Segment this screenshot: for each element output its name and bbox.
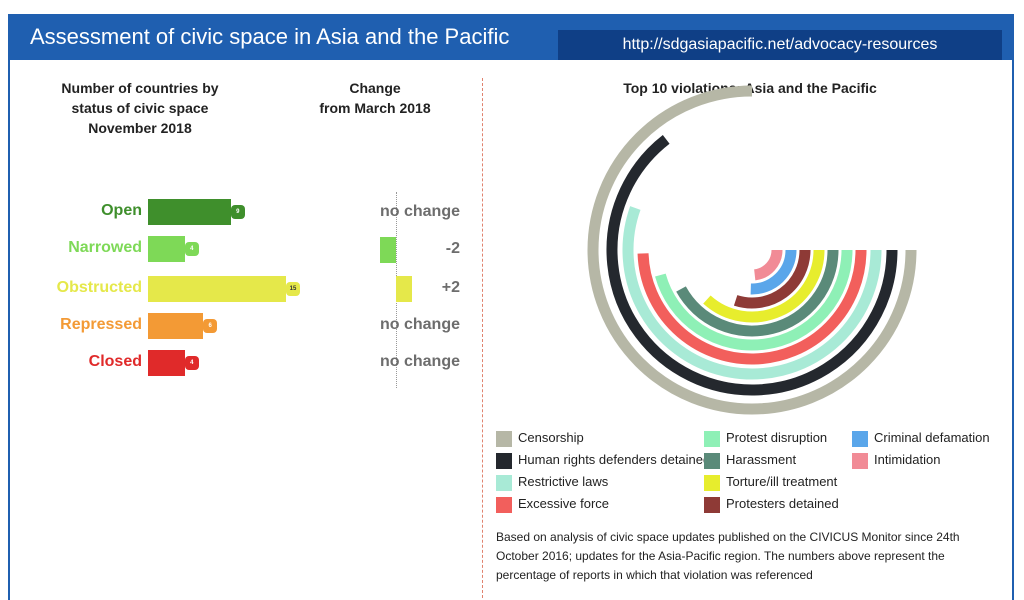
- legend-label: Harassment: [726, 452, 797, 467]
- source-note: Based on analysis of civic space updates…: [496, 530, 960, 582]
- status-category-label: Open: [101, 202, 142, 219]
- change-bar: [396, 276, 412, 302]
- change-label: no change: [379, 203, 460, 220]
- status-bar: [148, 350, 185, 376]
- status-category-label: Obstructed: [56, 279, 142, 296]
- legend-swatch: [496, 452, 512, 469]
- section-divider: [482, 78, 483, 598]
- legend-label: Human rights defenders detained: [518, 452, 711, 467]
- legend-label: Excessive force: [518, 496, 610, 511]
- status-bar: [148, 313, 204, 339]
- status-value-label: 15: [286, 282, 300, 296]
- heading-line: November 2018: [88, 120, 192, 136]
- change-label: -2: [445, 240, 460, 257]
- legend-item: Intimidation: [852, 452, 940, 469]
- header-bar: Assessment of civic space in Asia and th…: [10, 16, 1012, 60]
- infographic-frame: [8, 14, 1014, 600]
- heading-line: from March 2018: [319, 100, 431, 116]
- status-bar: [148, 236, 185, 262]
- status-bar: [148, 276, 286, 302]
- legend-label: Protesters detained: [726, 496, 839, 511]
- status-value-label: 4: [184, 242, 199, 256]
- change-bar: [380, 237, 396, 263]
- status-bar: [148, 199, 231, 225]
- legend-item: Censorship: [496, 430, 584, 447]
- legend-swatch: [852, 452, 868, 469]
- legend-label: Restrictive laws: [518, 474, 609, 489]
- status-category-label: Closed: [88, 353, 142, 370]
- page-title: Assessment of civic space in Asia and th…: [30, 24, 510, 49]
- change-label: no change: [379, 353, 460, 370]
- legend-item: Protest disruption: [704, 430, 827, 447]
- legend-label: Censorship: [518, 430, 584, 445]
- heading-line: status of civic space: [71, 100, 209, 116]
- legend-label: Intimidation: [874, 452, 941, 467]
- legend-label: Torture/ill treatment: [726, 474, 838, 489]
- legend-item: Excessive force: [496, 496, 609, 513]
- status-value-label: 4: [184, 356, 199, 370]
- legend-label: Criminal defamation: [874, 430, 990, 445]
- change-label: +2: [441, 279, 460, 296]
- legend-item: Harassment: [704, 452, 796, 469]
- legend-swatch: [704, 496, 720, 513]
- status-value-label: 9: [230, 205, 245, 219]
- legend-item: Human rights defenders detained: [496, 452, 710, 469]
- legend-label: Protest disruption: [726, 430, 828, 445]
- legend-swatch: [704, 452, 720, 469]
- legend-swatch: [496, 430, 512, 447]
- legend-item: Torture/ill treatment: [704, 474, 837, 491]
- violations-chart-title: Top 10 violations: Asia and the Pacific: [623, 80, 877, 96]
- status-category-label: Repressed: [60, 316, 142, 333]
- status-value-label: 6: [203, 319, 218, 333]
- status-category-label: Narrowed: [68, 239, 142, 256]
- heading-line: Change: [349, 80, 401, 96]
- legend-item: Criminal defamation: [852, 430, 990, 447]
- legend-swatch: [704, 474, 720, 491]
- legend-swatch: [704, 430, 720, 447]
- url-link[interactable]: http://sdgasiapacific.net/advocacy-resou…: [558, 30, 1002, 60]
- heading-line: Number of countries by: [61, 80, 219, 96]
- legend-swatch: [496, 496, 512, 513]
- legend-swatch: [496, 474, 512, 491]
- legend-item: Protesters detained: [704, 496, 839, 513]
- change-label: no change: [379, 316, 460, 333]
- status-chart-heading: Number of countries by status of civic s…: [40, 78, 240, 138]
- legend-swatch: [852, 430, 868, 447]
- legend-item: Restrictive laws: [496, 474, 608, 491]
- change-chart-heading: Change from March 2018: [300, 78, 450, 118]
